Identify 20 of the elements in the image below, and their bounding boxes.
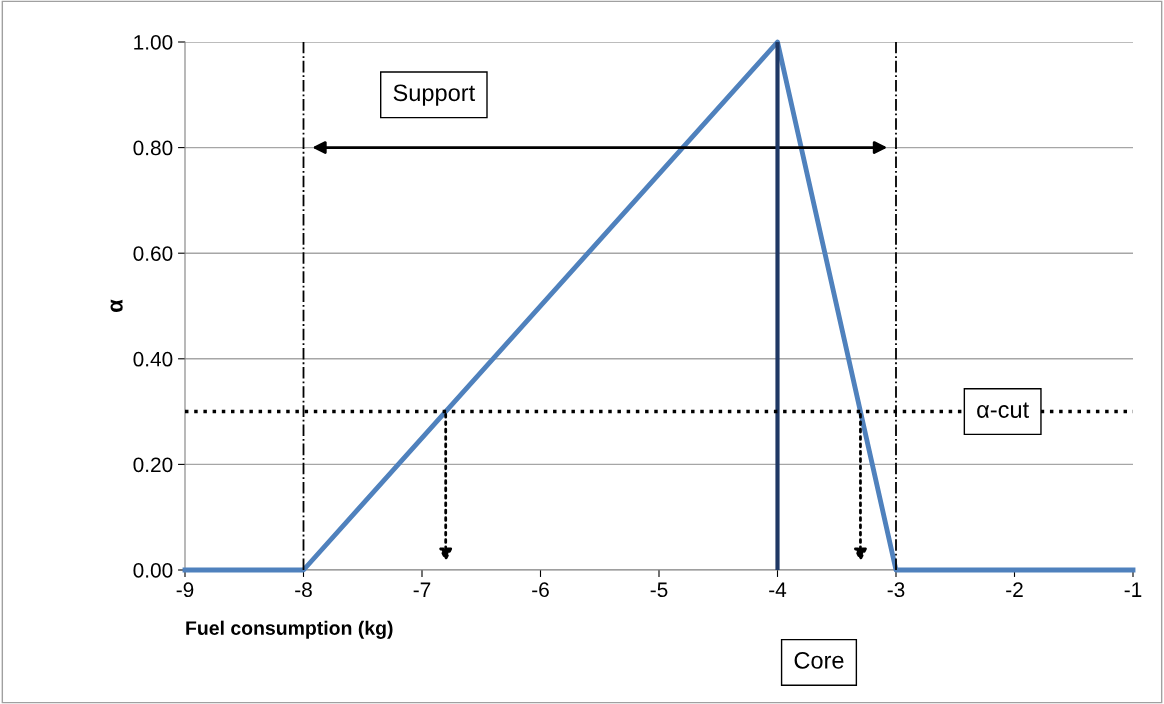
- x-tick-label: -2: [1006, 582, 1023, 597]
- y-tick-label: 0.60: [133, 246, 173, 261]
- y-tick-label: 0.20: [133, 457, 173, 473]
- y-tick-label: 0.80: [133, 140, 173, 156]
- y-tick-label: 1.00: [134, 35, 173, 50]
- x-tick-label: -9: [176, 582, 194, 598]
- x-tick-label: -8: [295, 582, 312, 598]
- ref-line-label: α-cut: [977, 402, 1029, 418]
- text: Core: [794, 652, 844, 669]
- y-tick-label: 0.00: [133, 563, 173, 578]
- x-tick-label: -6: [532, 582, 549, 598]
- x-tick-label: -5: [650, 582, 668, 598]
- x-tick-label: -1: [1124, 582, 1142, 597]
- y-axis-title: α: [110, 299, 123, 312]
- annotation: Support: [393, 84, 476, 106]
- y-tick-label: 0.40: [133, 351, 173, 367]
- x-tick-label: -7: [413, 582, 431, 597]
- x-axis-title: Fuel consumption (kg): [186, 620, 393, 639]
- x-tick-label: -3: [887, 582, 905, 598]
- x-tick-label: -4: [769, 582, 787, 597]
